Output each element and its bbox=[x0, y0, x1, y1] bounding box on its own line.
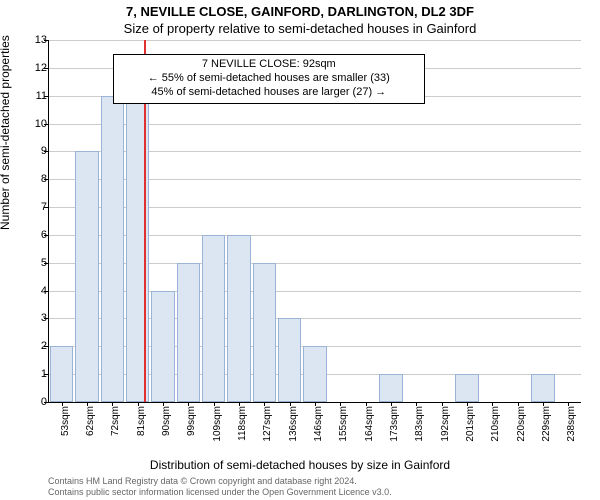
plot-area: 01234567891011121353sqm62sqm72sqm81sqm90… bbox=[48, 40, 581, 403]
footer-line1: Contains HM Land Registry data © Crown c… bbox=[48, 476, 357, 486]
chart-title-line2: Size of property relative to semi-detach… bbox=[0, 21, 600, 36]
xtick-label: 136sqm bbox=[288, 406, 299, 442]
bar bbox=[227, 235, 250, 402]
xtick-label: 90sqm bbox=[161, 406, 172, 436]
bar bbox=[531, 374, 554, 402]
bar bbox=[177, 263, 200, 402]
bar bbox=[50, 346, 73, 402]
bar bbox=[379, 374, 402, 402]
annotation-box: 7 NEVILLE CLOSE: 92sqm ← 55% of semi-deta… bbox=[113, 54, 425, 103]
chart-title-line1: 7, NEVILLE CLOSE, GAINFORD, DARLINGTON, … bbox=[0, 4, 600, 19]
footer-line2: Contains public sector information licen… bbox=[48, 487, 392, 497]
xtick-label: 220sqm bbox=[516, 406, 527, 442]
xtick-label: 229sqm bbox=[541, 406, 552, 442]
bar bbox=[303, 346, 326, 402]
ytick-label: 8 bbox=[7, 173, 47, 185]
ytick-label: 0 bbox=[7, 396, 47, 408]
xtick-label: 238sqm bbox=[566, 406, 577, 442]
bar bbox=[253, 263, 276, 402]
footer-text: Contains HM Land Registry data © Crown c… bbox=[48, 476, 392, 498]
annotation-line3: 45% of semi-detached houses are larger (… bbox=[151, 86, 386, 98]
bar bbox=[101, 96, 124, 402]
annotation-line1: 7 NEVILLE CLOSE: 92sqm bbox=[202, 58, 336, 70]
xtick-label: 146sqm bbox=[313, 406, 324, 442]
x-axis-label: Distribution of semi-detached houses by … bbox=[0, 458, 600, 472]
xtick-label: 173sqm bbox=[389, 406, 400, 442]
xtick-label: 62sqm bbox=[85, 406, 96, 436]
ytick-label: 7 bbox=[7, 201, 47, 213]
ytick-label: 6 bbox=[7, 229, 47, 241]
xtick-label: 164sqm bbox=[364, 406, 375, 442]
bar bbox=[202, 235, 225, 402]
xtick-label: 118sqm bbox=[237, 406, 248, 441]
ytick-label: 3 bbox=[7, 312, 47, 324]
ytick-label: 13 bbox=[7, 34, 47, 46]
bar bbox=[278, 318, 301, 402]
ytick-label: 9 bbox=[7, 145, 47, 157]
chart-container: 7, NEVILLE CLOSE, GAINFORD, DARLINGTON, … bbox=[0, 0, 600, 500]
xtick-label: 72sqm bbox=[110, 406, 121, 436]
ytick-label: 2 bbox=[7, 340, 47, 352]
xtick-label: 183sqm bbox=[414, 406, 425, 442]
ytick-label: 4 bbox=[7, 285, 47, 297]
bar bbox=[455, 374, 478, 402]
bar bbox=[151, 291, 174, 402]
xtick-label: 109sqm bbox=[212, 406, 223, 442]
gridline bbox=[49, 40, 581, 41]
xtick-label: 127sqm bbox=[262, 406, 273, 442]
xtick-label: 155sqm bbox=[338, 406, 349, 442]
ytick-label: 10 bbox=[7, 118, 47, 130]
xtick-label: 192sqm bbox=[440, 406, 451, 442]
xtick-label: 210sqm bbox=[490, 406, 501, 442]
ytick-label: 5 bbox=[7, 257, 47, 269]
xtick-label: 53sqm bbox=[60, 406, 71, 436]
ytick-label: 1 bbox=[7, 368, 47, 380]
xtick-label: 99sqm bbox=[186, 406, 197, 436]
bar bbox=[75, 151, 98, 402]
xtick-label: 201sqm bbox=[465, 406, 476, 442]
ytick-label: 11 bbox=[7, 90, 47, 102]
xtick-label: 81sqm bbox=[136, 406, 147, 436]
annotation-line2: ← 55% of semi-detached houses are smalle… bbox=[148, 72, 390, 84]
ytick-label: 12 bbox=[7, 62, 47, 74]
